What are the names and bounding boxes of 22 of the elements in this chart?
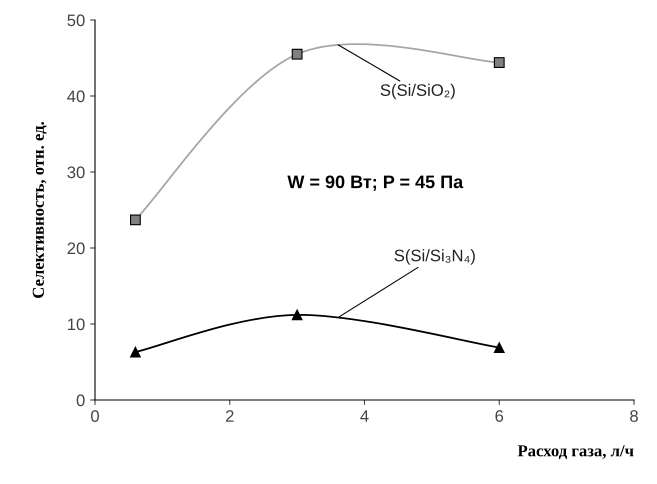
annotation: W = 90 Вт; P = 45 Па bbox=[287, 175, 464, 191]
y-tick-label: 40 bbox=[67, 90, 85, 102]
x-tick-label: 6 bbox=[495, 410, 504, 422]
point bbox=[130, 346, 141, 358]
y-tick-label: 20 bbox=[68, 242, 85, 254]
legend-label: S(Si/SiO₂) bbox=[380, 84, 455, 100]
point bbox=[130, 214, 141, 226]
text: S(Si/Si₃N₄) bbox=[394, 249, 475, 265]
point bbox=[494, 342, 505, 353]
x-tick-label: 0 bbox=[91, 410, 99, 422]
x-tick-label: 8 bbox=[630, 410, 638, 422]
point bbox=[494, 57, 505, 68]
point bbox=[292, 48, 303, 60]
point bbox=[292, 309, 303, 320]
y-tick-label: 10 bbox=[68, 318, 85, 330]
y-tick-label: 50 bbox=[67, 14, 85, 26]
y-axis-title: Селективность, отн. ед. bbox=[32, 122, 47, 298]
y-tick-label: 0 bbox=[76, 394, 85, 406]
x-axis-title: Расход газа, л/ч bbox=[518, 445, 634, 460]
x-tick-label: 4 bbox=[360, 410, 369, 422]
x-tick-label: 2 bbox=[226, 410, 234, 422]
y-tick-label: 30 bbox=[67, 166, 85, 178]
